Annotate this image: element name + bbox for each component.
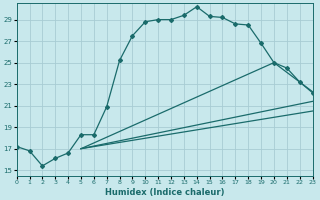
X-axis label: Humidex (Indice chaleur): Humidex (Indice chaleur) xyxy=(105,188,224,197)
